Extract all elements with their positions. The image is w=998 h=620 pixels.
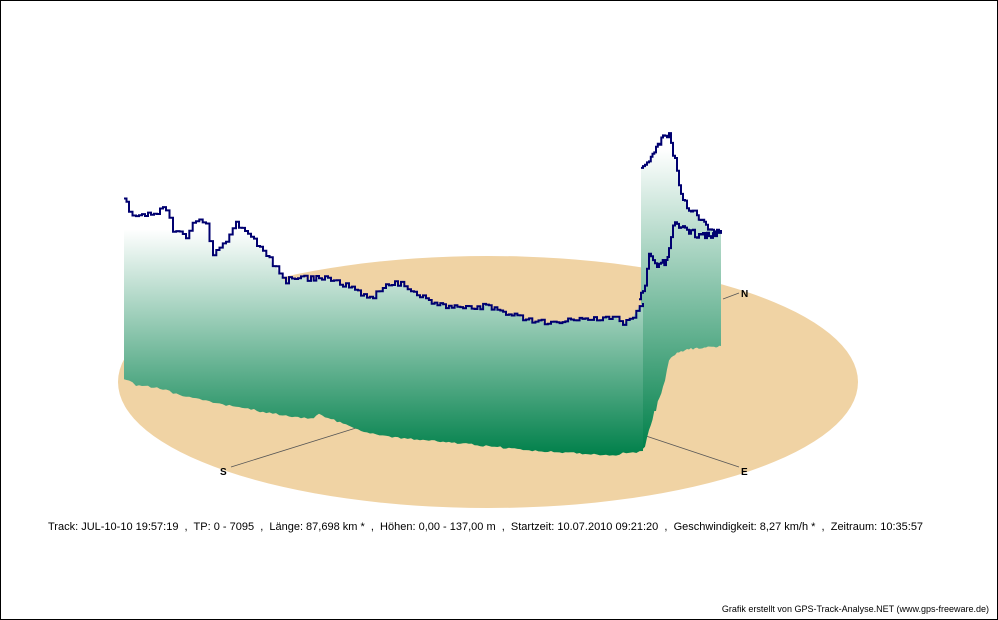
info-tp: TP: 0 - 7095 [193,521,255,533]
info-track: Track: JUL-10-10 19:57:19 [48,521,179,533]
info-sep: , [815,521,831,533]
info-start: Startzeit: 10.07.2010 09:21:20 [510,521,659,533]
info-sep: , [495,521,511,533]
elevation-curtain-front [124,198,643,456]
info-sep: , [364,521,381,533]
elevation-curtain-back [641,133,721,450]
info-heights: Höhen: 0,00 - 137,00 m [380,521,496,533]
track-line-back [641,132,722,233]
compass-south-label: S [220,467,227,478]
axis-line-east [645,435,740,468]
axis-line-north [722,292,740,300]
info-sep: , [658,521,674,533]
info-length: Länge: 87,698 km * [269,521,365,533]
info-duration: Zeitraum: 10:35:57 [830,521,924,533]
info-speed: Geschwindigkeit: 8,27 km/h * [673,521,816,533]
info-sep: , [178,521,194,533]
compass-north-label: N [741,289,748,300]
credit-text: Grafik erstellt von GPS-Track-Analyse.NE… [721,604,989,614]
info-sep: , [254,521,270,533]
track-line-front [124,197,722,326]
axis-line-south [230,427,357,468]
track-info-line: Track: JUL-10-10 19:57:19 , TP: 0 - 7095… [48,521,923,533]
compass-east-label: E [741,467,748,478]
